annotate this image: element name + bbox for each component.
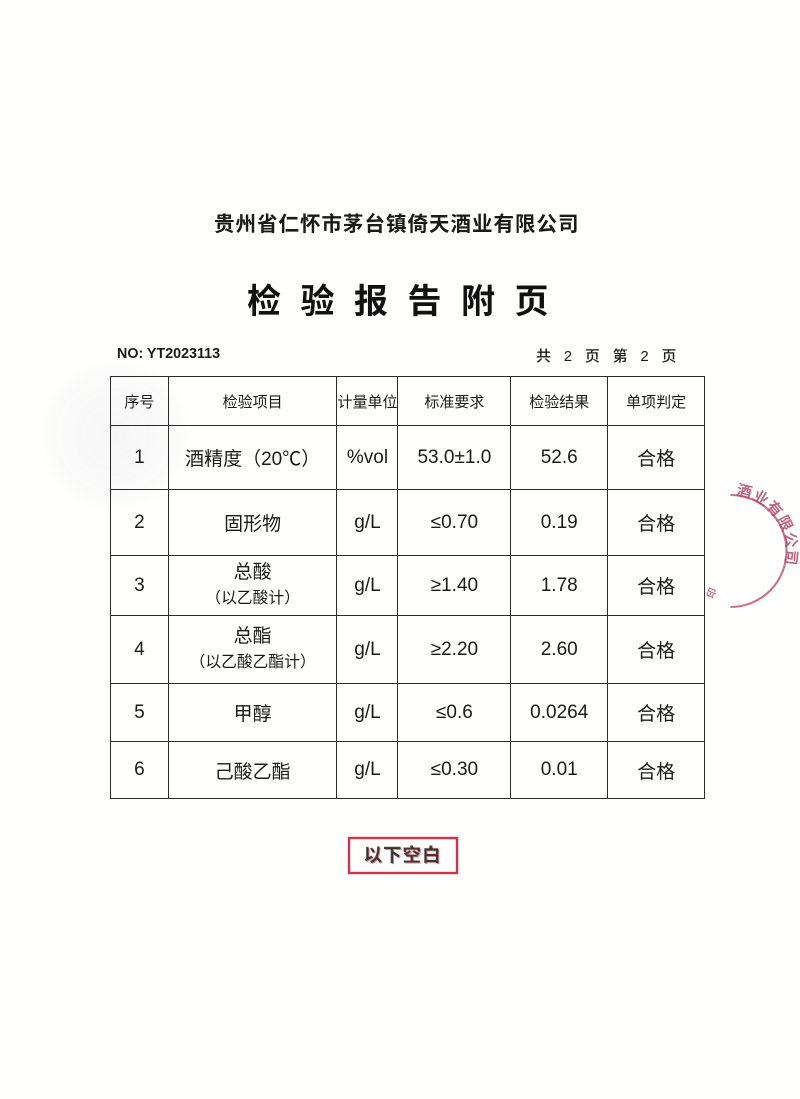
- svg-text:酒业有限公司: 酒业有限公司: [735, 482, 800, 567]
- svg-text:以下空白: 以下空白: [363, 845, 441, 866]
- svg-text:印: 印: [705, 586, 720, 600]
